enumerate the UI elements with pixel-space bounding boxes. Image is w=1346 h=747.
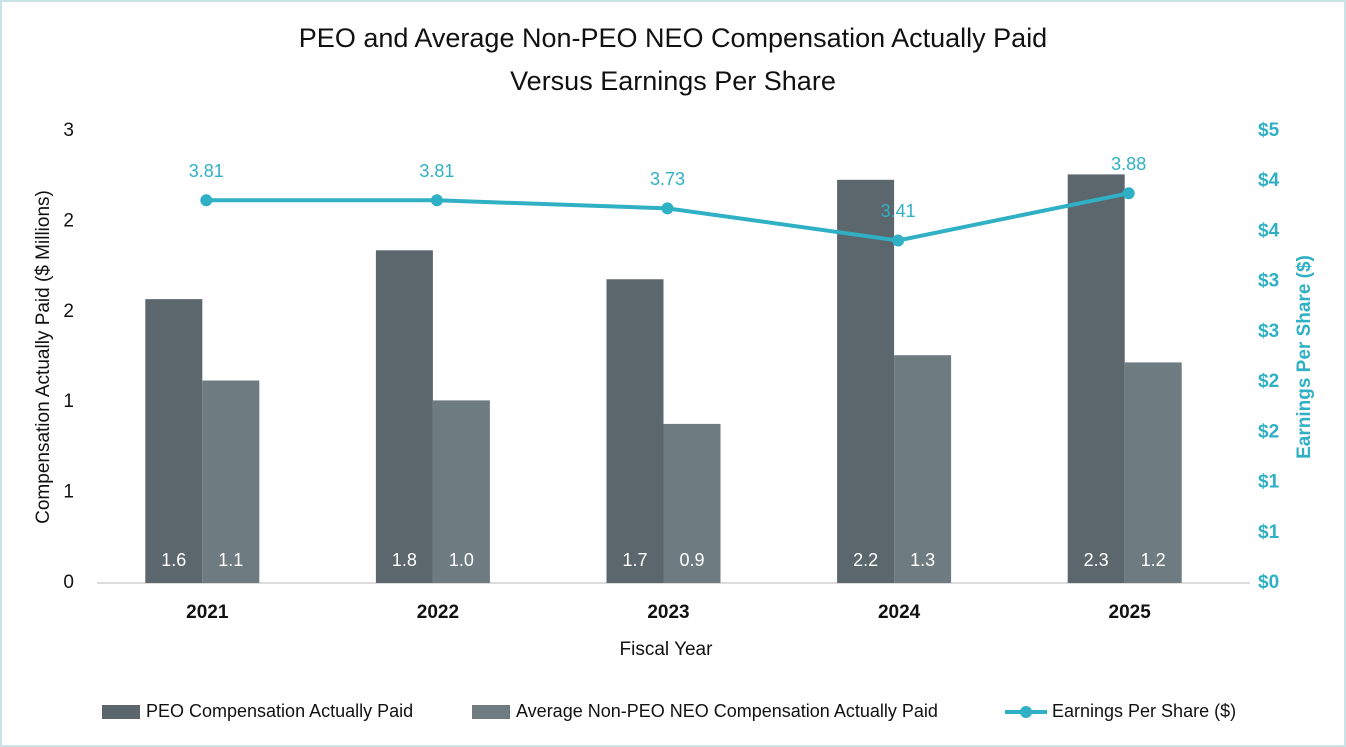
- data-label: 3.81: [419, 161, 454, 181]
- bar: [145, 299, 203, 583]
- bar: [606, 279, 664, 583]
- bar: [837, 179, 895, 584]
- chart-title: PEO and Average Non-PEO NEO Compensation…: [299, 23, 1047, 53]
- x-tick-label: 2024: [878, 602, 921, 623]
- y2-tick-label: $3: [1258, 271, 1279, 292]
- data-label: 3.81: [189, 161, 224, 181]
- legend-label: Earnings Per Share ($): [1052, 701, 1236, 721]
- legend-label: PEO Compensation Actually Paid: [146, 701, 413, 721]
- y-tick-label: 3: [63, 120, 74, 141]
- x-tick-label: 2022: [417, 602, 459, 623]
- point: [1122, 187, 1135, 200]
- data-label: 2.2: [853, 550, 878, 570]
- y-axis-title: Compensation Actually Paid ($ Millions): [33, 190, 54, 524]
- x-tick-label: 2023: [647, 602, 689, 623]
- y2-tick-label: $2: [1258, 421, 1279, 442]
- chart-subtitle: Versus Earnings Per Share: [510, 66, 836, 96]
- y2-tick-label: $2: [1258, 371, 1279, 392]
- y-tick-label: 1: [63, 482, 74, 503]
- point: [200, 194, 213, 207]
- data-label: 3.73: [650, 169, 685, 189]
- data-label: 1.8: [392, 550, 417, 570]
- bar: [202, 380, 260, 583]
- y-tick-label: 0: [63, 572, 74, 593]
- bar: [663, 423, 721, 583]
- point: [892, 234, 905, 247]
- y-tick-label: 2: [63, 210, 74, 231]
- bar: [1124, 362, 1182, 583]
- data-label: 2.3: [1084, 550, 1109, 570]
- bar: [894, 355, 952, 583]
- y-tick-label: 2: [63, 301, 74, 322]
- legend-swatch: [472, 705, 510, 719]
- x-tick-label: 2025: [1109, 602, 1152, 623]
- y2-tick-label: $5: [1258, 120, 1280, 141]
- point: [430, 194, 443, 207]
- y2-tick-label: $0: [1258, 572, 1279, 593]
- data-label: 1.6: [161, 550, 186, 570]
- y2-tick-label: $1: [1258, 472, 1280, 493]
- y2-tick-label: $1: [1258, 522, 1280, 543]
- x-tick-label: 2021: [186, 602, 229, 623]
- legend-label: Average Non-PEO NEO Compensation Actuall…: [516, 701, 938, 721]
- y2-axis-title: Earnings Per Share ($): [1294, 255, 1315, 459]
- legend-swatch: [102, 705, 140, 719]
- data-label: 1.7: [622, 550, 647, 570]
- data-label: 1.3: [910, 550, 935, 570]
- data-label: 3.41: [881, 201, 916, 221]
- y-tick-label: 1: [63, 391, 74, 412]
- x-axis-title: Fiscal Year: [620, 639, 714, 660]
- data-label: 1.0: [449, 550, 474, 570]
- data-label: 1.2: [1141, 550, 1166, 570]
- bar: [432, 400, 490, 583]
- bar: [375, 250, 433, 583]
- y2-tick-label: $3: [1258, 321, 1279, 342]
- legend-swatch: [1020, 706, 1032, 718]
- data-label: 3.88: [1111, 154, 1146, 174]
- y2-tick-label: $4: [1258, 170, 1280, 191]
- y2-tick-label: $4: [1258, 220, 1280, 241]
- data-label: 1.1: [218, 550, 243, 570]
- bar: [1067, 174, 1125, 583]
- point: [661, 202, 674, 215]
- data-label: 0.9: [679, 550, 704, 570]
